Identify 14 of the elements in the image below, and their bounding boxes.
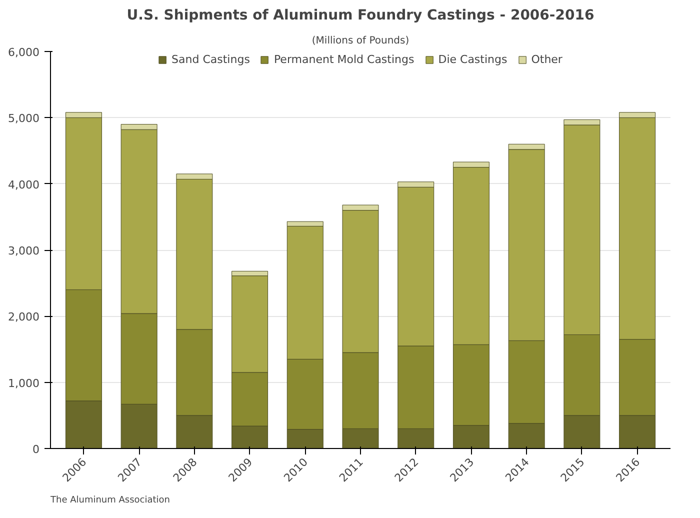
y-tick-label: 4,000 — [8, 178, 40, 192]
legend-label: Die Castings — [438, 53, 508, 66]
y-tick-label: 2,000 — [8, 310, 40, 324]
y-tick-label: 5,000 — [8, 112, 40, 126]
chart-title: U.S. Shipments of Aluminum Foundry Castings - 2006-2016 — [126, 8, 594, 24]
y-tick-label: 1,000 — [8, 376, 40, 390]
legend-label: Other — [531, 53, 562, 66]
text: The Aluminum Association — [50, 496, 170, 506]
legend-label: Sand Castings — [172, 53, 250, 66]
y-tick-label: 6,000 — [8, 46, 40, 59]
y-tick-label: 0 — [32, 443, 40, 456]
legend-label: Permanent Mold Castings — [274, 53, 414, 66]
chart-subtitle: (Millions of Pounds) — [312, 36, 410, 46]
y-tick-label: 3,000 — [8, 244, 40, 258]
